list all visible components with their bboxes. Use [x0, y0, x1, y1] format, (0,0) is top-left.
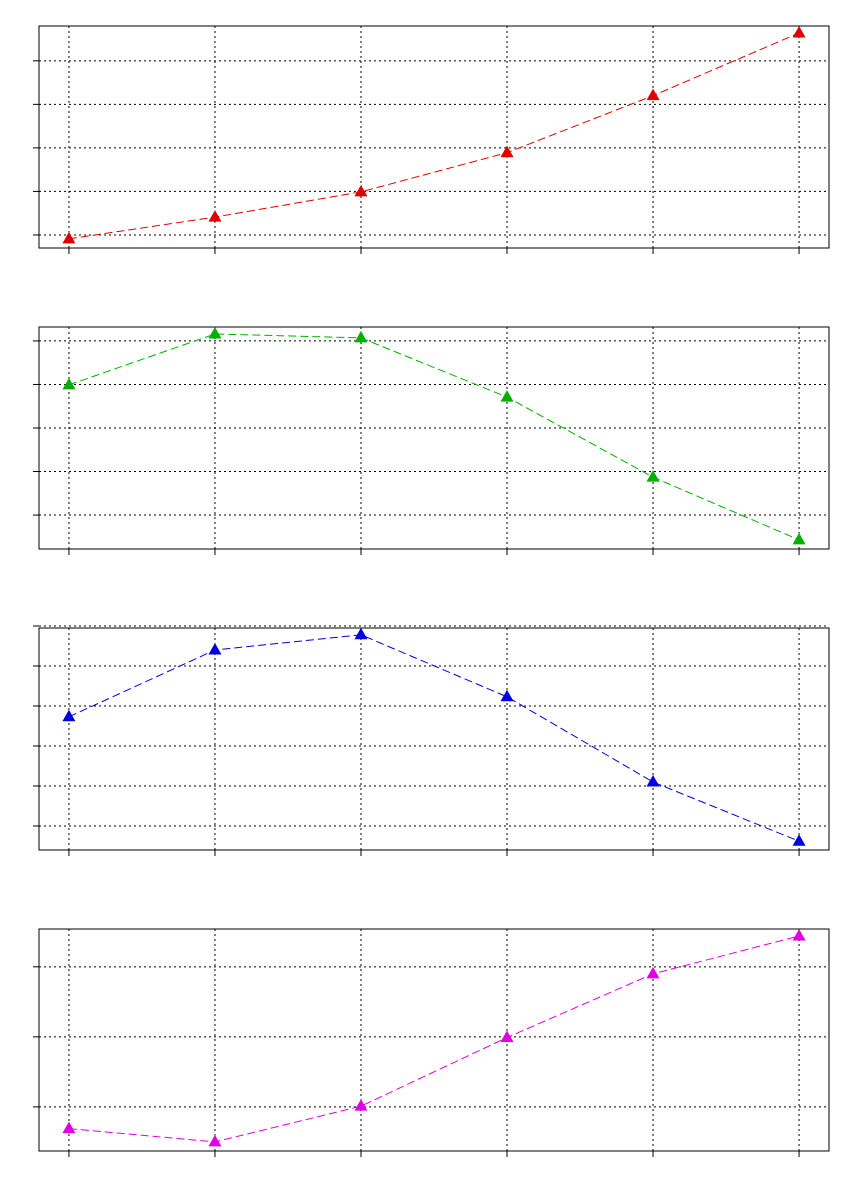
- plot-frame: [38, 627, 830, 851]
- marker: [500, 1030, 514, 1043]
- plot-frame: [38, 928, 830, 1152]
- marker: [208, 210, 222, 222]
- series-line: [68, 634, 800, 842]
- marker: [792, 834, 806, 846]
- marker: [500, 390, 514, 402]
- marker: [354, 330, 368, 343]
- series-line: [68, 32, 800, 240]
- marker: [354, 184, 368, 197]
- plot-frame: [38, 25, 830, 249]
- marker: [208, 326, 222, 339]
- marker: [500, 145, 514, 158]
- marker: [354, 627, 368, 640]
- marker: [208, 643, 222, 655]
- marker: [62, 231, 76, 244]
- marker: [792, 25, 806, 38]
- marker: [646, 88, 660, 101]
- marker: [208, 1134, 222, 1147]
- marker: [792, 532, 806, 545]
- marker: [500, 689, 514, 702]
- marker: [646, 775, 660, 787]
- marker: [62, 709, 76, 722]
- marker: [62, 377, 76, 390]
- plot-frame: [38, 326, 830, 550]
- series-line: [68, 935, 800, 1143]
- marker: [354, 1099, 368, 1111]
- marker: [792, 929, 806, 941]
- series-line: [68, 333, 800, 541]
- marker: [646, 470, 660, 482]
- marker: [62, 1121, 76, 1134]
- marker: [646, 966, 660, 979]
